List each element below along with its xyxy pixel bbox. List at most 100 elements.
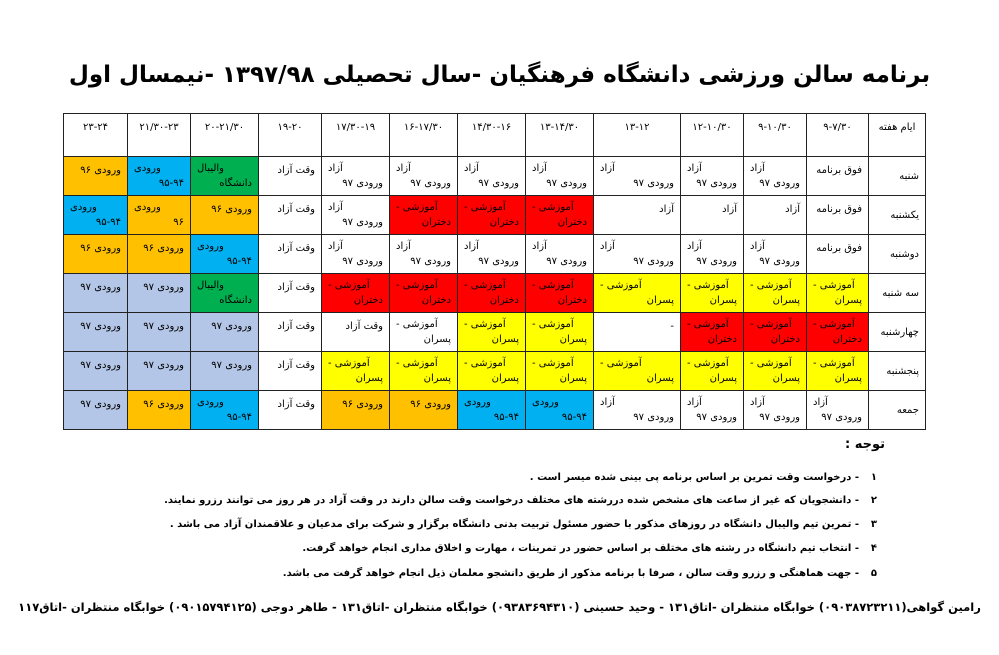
day-label: دوشنبه <box>868 234 926 274</box>
cell-text: وقت آزاد <box>277 243 315 254</box>
header-timeslot: ۱۷/۳۰-۱۹ <box>321 113 390 157</box>
cell-text: فوق برنامه <box>816 204 862 215</box>
cell-text-top: آزاد <box>328 163 343 174</box>
cell-text-bottom: دختران <box>770 334 800 345</box>
schedule-cell: فوق برنامه <box>806 195 869 235</box>
day-label: چهارشنبه <box>868 312 926 352</box>
header-timeslot: ۱۶-۱۷/۳۰ <box>389 113 458 157</box>
cell-text-bottom: ورودی ۹۷ <box>342 178 383 189</box>
note-number: ۴ <box>870 543 877 554</box>
schedule-cell: ورودی ۹۶ <box>321 390 390 430</box>
schedule-cell: آزاد ورودی ۹۷ <box>593 156 681 196</box>
cell-text-bottom: ورودی ۹۷ <box>759 412 800 423</box>
cell-text-top: آزاد <box>687 163 702 174</box>
schedule-cell: آموزشی - پسران <box>457 351 526 391</box>
cell-text-top: آزاد <box>328 241 343 252</box>
cell-text-top: آزاد <box>687 397 702 408</box>
cell-text-bottom: پسران <box>834 373 862 384</box>
schedule-cell: آموزشی - دختران <box>389 195 458 235</box>
cell-text-bottom: پسران <box>772 373 800 384</box>
schedule-cell: ورودی ۹۶ <box>190 195 259 235</box>
schedule-cell: آزاد ورودی ۹۷ <box>389 156 458 196</box>
cell-text: وقت آزاد <box>277 282 315 293</box>
schedule-cell: آموزشی - پسران <box>457 312 526 352</box>
cell-text-top: آموزشی - <box>532 319 574 330</box>
cell-text: وقت آزاد <box>277 165 315 176</box>
schedule-cell: ورودی ۹۷ <box>63 390 128 430</box>
cell-text-top: ورودی <box>464 397 491 408</box>
schedule-cell: ورودی ۹۶ <box>389 390 458 430</box>
cell-text-top: آموزشی - <box>464 319 506 330</box>
schedule-cell: ورودی ۹۷ <box>127 351 191 391</box>
cell-text-bottom: ۹۵-۹۴ <box>226 256 252 267</box>
schedule-cell: آموزشی - دختران <box>457 195 526 235</box>
cell-text-bottom: ورودی ۹۷ <box>478 178 519 189</box>
schedule-cell: - <box>593 312 681 352</box>
cell-text-bottom: ۹۵-۹۴ <box>158 178 184 189</box>
cell-text-bottom: پسران <box>423 334 451 345</box>
schedule-cell: آزاد ورودی ۹۷ <box>593 390 681 430</box>
cell-text: ورودی ۹۶ <box>143 243 184 254</box>
cell-text-top: آزاد <box>464 241 479 252</box>
schedule-cell: آزاد ورودی ۹۷ <box>457 156 526 196</box>
cell-text-top: آزاد <box>532 163 547 174</box>
cell-text-top: ورودی <box>197 241 224 252</box>
cell-text: ورودی ۹۷ <box>80 321 121 332</box>
schedule-cell: آزاد <box>680 195 744 235</box>
cell-text-bottom: ۹۵-۹۴ <box>493 412 519 423</box>
schedule-cell: ورودی ۹۶ <box>127 390 191 430</box>
cell-text-top: آزاد <box>464 163 479 174</box>
schedule-cell: وقت آزاد <box>258 390 322 430</box>
cell-text-top: آموزشی - <box>396 280 438 291</box>
schedule-cell: آموزشی - دختران <box>806 312 869 352</box>
header-days: ایام هفته <box>868 113 926 157</box>
schedule-cell: آموزشی - دختران <box>525 273 594 313</box>
cell-text: آزاد <box>722 204 737 215</box>
schedule-cell: ورودی ۹۶ <box>127 234 191 274</box>
cell-text-top: والیبال <box>197 163 225 174</box>
header-timeslot: ۱۹-۲۰ <box>258 113 322 157</box>
schedule-cell: آموزشی - پسران <box>389 351 458 391</box>
cell-text-top: آزاد <box>396 163 411 174</box>
schedule-table: ایام هفته ۹-۷/۳۰ ۹-۱۰/۳۰ ۱۲-۱۰/۳۰ ۱۳-۱۲ ۱۳-۱۴… <box>63 113 926 430</box>
cell-text-top: آموزشی - <box>687 280 729 291</box>
cell-text-bottom: ورودی ۹۷ <box>696 412 737 423</box>
schedule-cell: ورودی ۹۷ <box>63 312 128 352</box>
schedule-cell: وقت آزاد <box>321 312 390 352</box>
schedule-cell: آزاد ورودی ۹۷ <box>593 234 681 274</box>
cell-text-top: آموزشی - <box>396 202 438 213</box>
cell-text-top: آزاد <box>813 397 828 408</box>
header-timeslot: ۲۱/۳۰-۲۳ <box>127 113 191 157</box>
cell-text-bottom: دانشگاه <box>219 178 252 189</box>
note-text: - درخواست وقت تمرین بر اساس برنامه پی بی… <box>529 472 859 483</box>
cell-text-top: آزاد <box>532 241 547 252</box>
schedule-cell: آموزشی - دختران <box>680 312 744 352</box>
cell-text-bottom: دختران <box>557 295 587 306</box>
cell-text-bottom: ورودی ۹۷ <box>696 178 737 189</box>
cell-text-top: آزاد <box>600 241 615 252</box>
notes-heading: توجه : <box>844 437 885 452</box>
schedule-cell: ورودی ۹۶ <box>127 195 191 235</box>
cell-text-top: آزاد <box>328 202 343 213</box>
contacts-line: رامین گواهی(۰۹۰۳۸۷۲۳۲۱۱) خوابگاه منتظران… <box>18 600 981 614</box>
cell-text-bottom: ورودی ۹۷ <box>410 256 451 267</box>
schedule-cell: ورودی ۹۷ <box>63 351 128 391</box>
cell-text: ورودی ۹۶ <box>211 204 252 215</box>
header-timeslot: ۹-۷/۳۰ <box>806 113 869 157</box>
schedule-cell: آموزشی - پسران <box>389 312 458 352</box>
schedule-cell: ورودی ۹۷ <box>127 273 191 313</box>
cell-text-bottom: پسران <box>646 295 674 306</box>
schedule-cell: وقت آزاد <box>258 351 322 391</box>
cell-text-bottom: پسران <box>834 295 862 306</box>
cell-text-bottom: ورودی ۹۷ <box>633 256 674 267</box>
note-item: ۳ - تمرین تیم والیبال دانشگاه در روزهای م… <box>170 519 877 530</box>
cell-text-top: آموزشی - <box>396 319 438 330</box>
day-label: شنبه <box>868 156 926 196</box>
schedule-cell: آزاد ورودی ۹۷ <box>389 234 458 274</box>
schedule-cell: آزاد ورودی ۹۷ <box>525 156 594 196</box>
schedule-cell: وقت آزاد <box>258 195 322 235</box>
note-text: - انتخاب تیم دانشگاه در رشته های مختلف ب… <box>302 543 859 554</box>
cell-text-top: ورودی <box>532 397 559 408</box>
note-number: ۳ <box>870 519 877 530</box>
day-label: پنجشنبه <box>868 351 926 391</box>
